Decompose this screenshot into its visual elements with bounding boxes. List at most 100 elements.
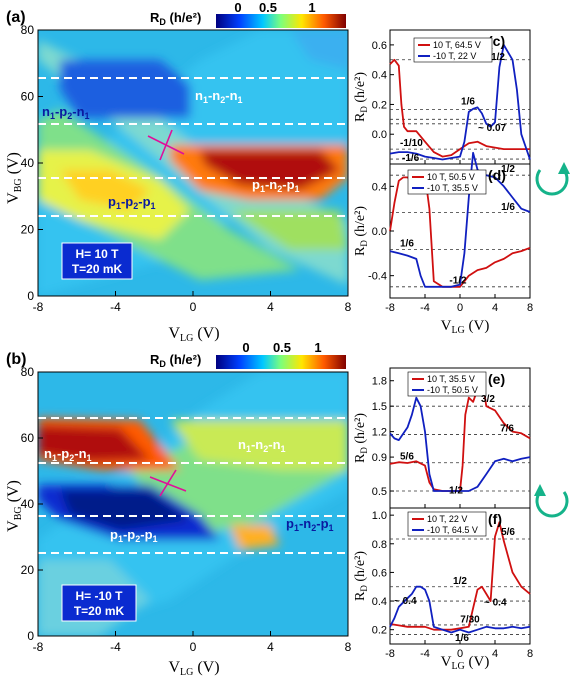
panel-a-colorbar-tick-0: 0 bbox=[234, 0, 241, 15]
panel-a-condition-field: H= 10 T bbox=[75, 247, 119, 261]
x-tick-label: 0 bbox=[457, 648, 463, 660]
panel-a-xlabel: VLG (V) bbox=[168, 325, 219, 344]
panel-a-ylabel: VBG (V) bbox=[5, 152, 24, 204]
panel-b-colorbar-tick-1: 0.5 bbox=[273, 340, 291, 355]
panel-f: -8 -4 0 4 81.00.80.60.40.2(f)10 T, 22 V-10 T… bbox=[353, 507, 533, 660]
series-line bbox=[389, 375, 531, 492]
legend: 10 T, 64.5 V-10 T, 22 V bbox=[413, 37, 493, 63]
y-tick-label: 1.8 bbox=[372, 376, 387, 388]
panel-a-region-p1p2p1: p1-p2-p1 bbox=[108, 194, 156, 211]
x-tick-label: 4 bbox=[492, 302, 498, 314]
annotation: 1/2 bbox=[491, 52, 505, 63]
x-tick-label: -4 bbox=[420, 302, 430, 314]
y-tick-label: 0.9 bbox=[372, 452, 387, 464]
annotation: -1/10 bbox=[400, 138, 423, 149]
panel-b-ylabel: VBG (V) bbox=[5, 480, 24, 532]
cd-xlabel: VLG (V) bbox=[441, 318, 490, 336]
panel-b-crossing-mark bbox=[149, 469, 187, 497]
panel-b-region-n1p2n1: n1-p2-n1 bbox=[44, 446, 92, 463]
line-panels: 0.60.40.20.0(c)10 T, 64.5 V-10 T, 22 V 1/… bbox=[353, 29, 533, 660]
legend-label: -10 T, 35.5 V bbox=[427, 183, 478, 193]
y-axis-label: RD (h/e²) bbox=[353, 72, 369, 122]
y-tick-label: 0 bbox=[27, 289, 34, 303]
y-tick-label: 0.2 bbox=[372, 99, 387, 111]
y-tick-label: 0.8 bbox=[372, 539, 387, 551]
y-tick-label: 0.0 bbox=[372, 226, 387, 238]
panel-e: 1.81.51.20.90.5(e)10 T, 35.5 V-10 T, 50.… bbox=[353, 367, 531, 509]
y-tick-label: 80 bbox=[21, 365, 35, 379]
panel-a-colorbar bbox=[216, 14, 346, 28]
annotation: ~ 0.4 bbox=[394, 596, 417, 607]
x-tick-label: 4 bbox=[492, 648, 498, 660]
annotation: 1/2 bbox=[453, 576, 467, 587]
panel-a-colorbar-label: RD (h/e²) bbox=[150, 10, 201, 27]
legend-box bbox=[407, 371, 487, 397]
y-tick-label: 0.5 bbox=[372, 486, 387, 498]
panel-letter: (d) bbox=[488, 167, 506, 183]
panel-a-condition-box bbox=[61, 242, 133, 280]
panel-b-xlabel: VLG (V) bbox=[168, 659, 219, 678]
x-tick-label: 8 bbox=[345, 300, 352, 314]
x-tick-label: -8 bbox=[33, 640, 44, 654]
counterclockwise-arrow-icon bbox=[534, 484, 569, 518]
panel-a: (a) RD (h/e²) 0 0.5 1 bbox=[5, 0, 352, 344]
x-tick-label: -4 bbox=[110, 300, 121, 314]
series-line bbox=[389, 58, 530, 158]
x-tick-label: 0 bbox=[190, 300, 197, 314]
panel-b-colorbar-tick-0: 0 bbox=[242, 340, 249, 355]
legend-box bbox=[407, 511, 487, 537]
series-line bbox=[389, 396, 531, 492]
x-tick-label: 4 bbox=[267, 300, 274, 314]
panel-d: -8 -4 0 4 80.40.0-0.4(d)10 T, 50.5 V-10 T, 3… bbox=[353, 151, 533, 314]
panel-a-condition-temp: T=20 mK bbox=[72, 262, 123, 276]
panel-b-region-n1n2n1: n1-n2-n1 bbox=[238, 437, 286, 454]
y-tick-label: 20 bbox=[21, 563, 35, 577]
annotation: ~ 0.4 bbox=[484, 597, 507, 608]
y-tick-label: 60 bbox=[21, 431, 35, 445]
panel-letter: (e) bbox=[488, 371, 505, 387]
legend-label: 10 T, 35.5 V bbox=[427, 374, 475, 384]
ef-xlabel: VLG (V) bbox=[441, 654, 490, 672]
panel-a-colorbar-tick-2: 1 bbox=[308, 0, 315, 15]
panel-a-crossing-mark bbox=[147, 129, 185, 161]
x-tick-label: -8 bbox=[385, 302, 395, 314]
y-tick-label: 60 bbox=[21, 90, 35, 104]
annotation: 1/6 bbox=[461, 96, 475, 107]
annotation: 1/2 bbox=[449, 486, 463, 497]
x-tick-label: 0 bbox=[457, 302, 463, 314]
annotation: 5/6 bbox=[400, 452, 414, 463]
legend-box bbox=[413, 37, 493, 63]
y-tick-label: 0.2 bbox=[372, 625, 387, 637]
panel-a-colorbar-tick-1: 0.5 bbox=[259, 0, 277, 15]
panel-letter: (f) bbox=[488, 511, 502, 527]
panel-b-region-p1n2p1: p1-n2-p1 bbox=[286, 516, 334, 533]
legend-label: -10 T, 64.5 V bbox=[427, 525, 478, 535]
y-tick-label: -0.4 bbox=[368, 271, 387, 283]
panel-a-region-n1p2n1: n1-p2-n1 bbox=[42, 104, 90, 121]
y-tick-label: 80 bbox=[21, 23, 35, 37]
annotation: -1/6 bbox=[402, 153, 420, 164]
legend: 10 T, 35.5 V-10 T, 50.5 V bbox=[407, 371, 487, 397]
panel-b-colorbar-label: RD (h/e²) bbox=[150, 352, 201, 369]
y-tick-label: 0.6 bbox=[372, 40, 387, 52]
annotation: ~ 0.07 bbox=[478, 123, 507, 134]
legend: 10 T, 22 V-10 T, 64.5 V bbox=[407, 511, 487, 537]
series-line bbox=[389, 151, 531, 288]
x-tick-label: -4 bbox=[420, 648, 430, 660]
annotation: 3/2 bbox=[481, 394, 495, 405]
panel-b-heatmap: n1-p2-n1 n1-n2-n1 p1-p2-p1 p1-n2-p1 H= -… bbox=[38, 372, 348, 636]
series-line bbox=[389, 585, 531, 634]
panel-a-region-p1n2p1: p1-n2-p1 bbox=[252, 177, 300, 194]
panel-c: 0.60.40.20.0(c)10 T, 64.5 V-10 T, 22 V 1/… bbox=[353, 29, 531, 165]
panel-b-letter: (b) bbox=[6, 351, 26, 368]
annotation: 1/2 bbox=[501, 164, 515, 175]
legend-box bbox=[407, 169, 487, 195]
annotation: 5/6 bbox=[501, 527, 515, 538]
legend: 10 T, 50.5 V-10 T, 35.5 V bbox=[407, 169, 487, 195]
x-tick-label: -8 bbox=[33, 300, 44, 314]
annotation: 1/6 bbox=[455, 633, 469, 644]
y-tick-label: 20 bbox=[21, 223, 35, 237]
legend-label: 10 T, 50.5 V bbox=[427, 172, 475, 182]
legend-label: 10 T, 22 V bbox=[427, 514, 467, 524]
